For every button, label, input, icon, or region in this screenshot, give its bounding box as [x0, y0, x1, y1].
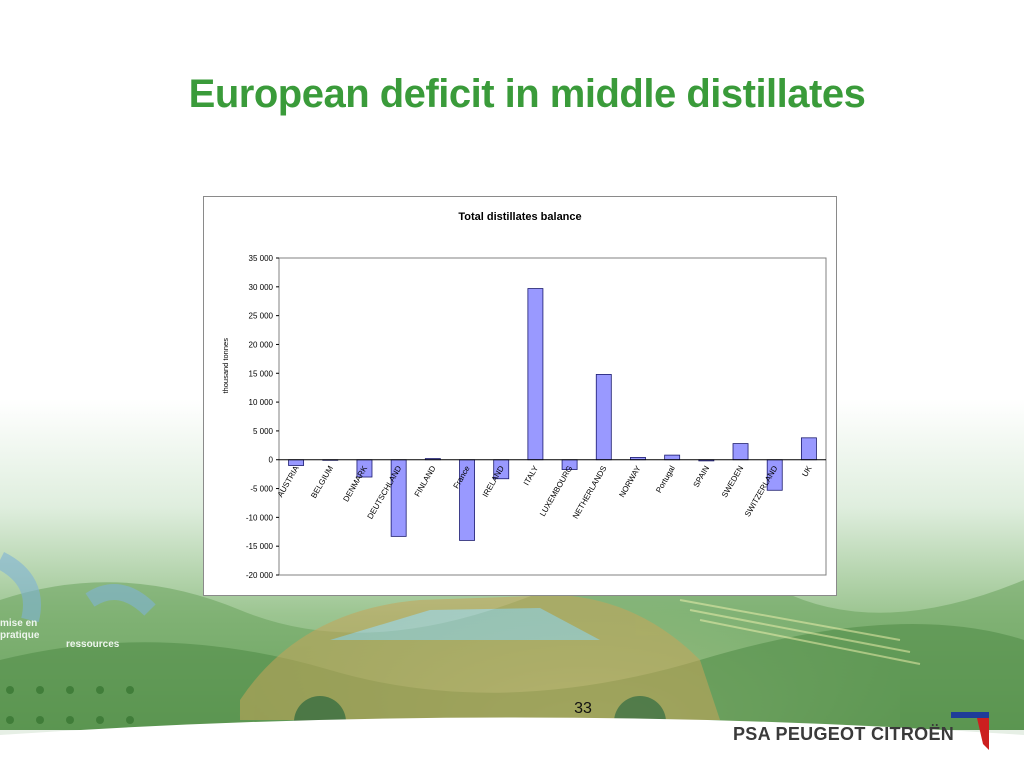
y-tick-label: -10 000 [246, 513, 274, 522]
chart-container: Total distillates balance thousand tonne… [203, 196, 837, 596]
bar-austria [288, 459, 305, 466]
y-tick-label: 20 000 [249, 340, 274, 349]
distillates-balance-chart: Total distillates balance thousand tonne… [221, 211, 827, 580]
x-tick-label: AUSTRIA [276, 464, 301, 499]
x-tick-label: BELGIUM [309, 464, 335, 500]
x-tick-label: SWEDEN [720, 464, 745, 499]
chart-title: Total distillates balance [458, 211, 581, 223]
y-tick-label: 0 [269, 456, 274, 465]
plot-area [278, 257, 827, 576]
page-number: 33 [574, 700, 592, 717]
y-axis-label: thousand tonnes [221, 338, 230, 394]
psa-lion-mark-icon [951, 712, 989, 750]
x-tick-label: ITALY [522, 464, 541, 487]
x-tick-label: FINLAND [413, 464, 438, 498]
bar-sweden [732, 443, 749, 461]
y-tick-label: 35 000 [249, 254, 274, 263]
slide-title: European deficit in middle distillates [188, 72, 866, 116]
y-tick-label: -15 000 [246, 542, 274, 551]
x-tick-label: DENMARK [341, 464, 369, 504]
y-tick-label: -5 000 [250, 485, 273, 494]
bar-netherlands [595, 374, 612, 461]
background-label-ressources: ressources [66, 639, 120, 650]
y-tick-label: 5 000 [253, 427, 274, 436]
y-tick-label: 15 000 [249, 369, 274, 378]
x-tick-label: SPAIN [692, 464, 712, 489]
logo-text: PSA PEUGEOT CITROËN [733, 724, 955, 744]
bar-uk [800, 437, 817, 461]
psa-logo: PSA PEUGEOT CITROËN [733, 710, 998, 756]
x-tick-label: LUXEMBOURG [538, 464, 574, 518]
bar-portugal [664, 454, 681, 461]
x-tick-label: NORWAY [617, 464, 643, 499]
bar-italy [527, 288, 544, 461]
x-tick-label: Portugal [654, 464, 677, 494]
y-tick-label: 10 000 [249, 398, 274, 407]
x-tick-label: NETHERLANDS [571, 464, 609, 520]
y-tick-label: -20 000 [246, 571, 274, 580]
y-tick-label: 25 000 [249, 312, 274, 321]
y-tick-label: 30 000 [249, 283, 274, 292]
x-tick-label: UK [800, 464, 814, 479]
background-label-mise-en: mise en pratique [0, 618, 40, 641]
x-tick-label: SWITZERLAND [743, 464, 780, 518]
